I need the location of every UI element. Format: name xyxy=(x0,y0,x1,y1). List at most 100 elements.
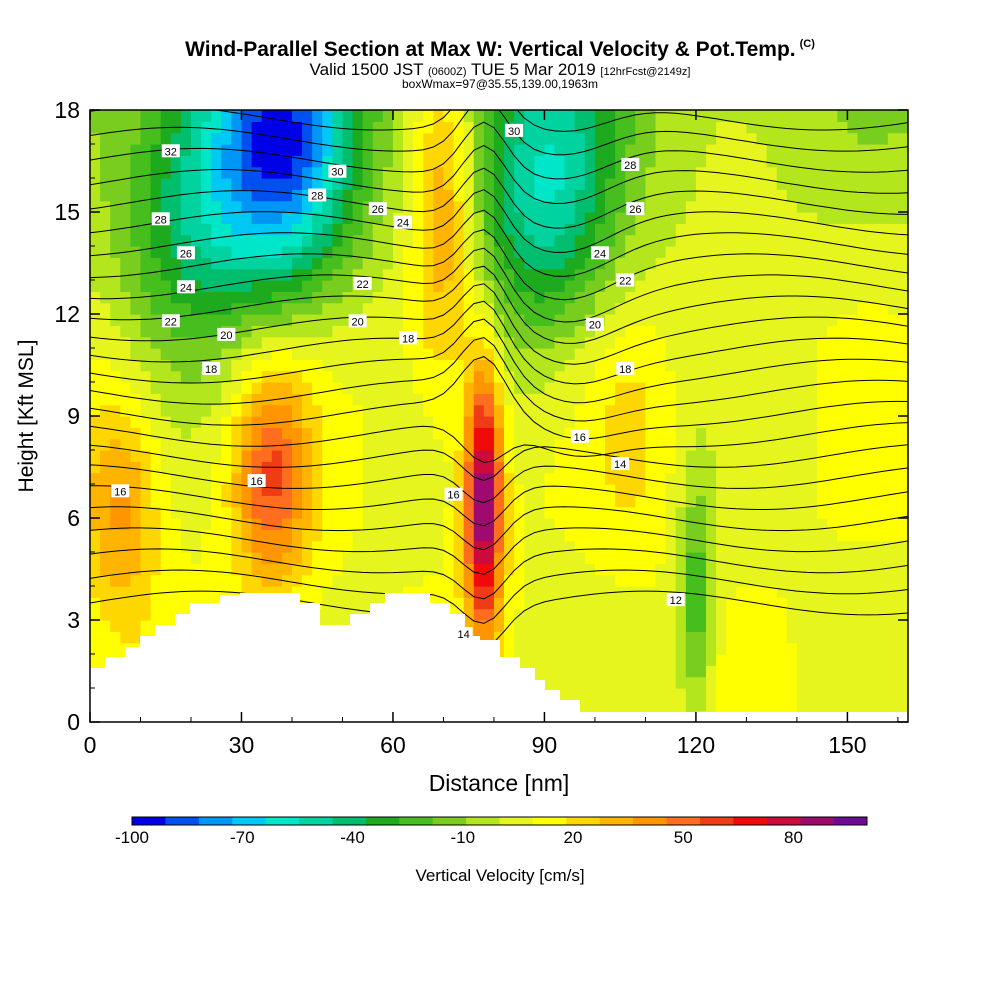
velocity-cell xyxy=(615,291,626,304)
velocity-cell xyxy=(403,302,414,315)
velocity-cell xyxy=(857,291,869,304)
velocity-cell xyxy=(150,574,162,587)
velocity-cell xyxy=(584,178,596,190)
velocity-cell xyxy=(110,427,121,440)
velocity-cell xyxy=(352,189,364,202)
velocity-cell xyxy=(615,336,626,349)
velocity-cell xyxy=(594,472,606,485)
velocity-cell xyxy=(271,484,283,496)
velocity-cell xyxy=(877,280,889,292)
velocity-cell xyxy=(413,280,424,292)
velocity-cell xyxy=(150,450,162,462)
velocity-cell xyxy=(756,280,768,292)
velocity-cell xyxy=(332,325,344,338)
velocity-cell xyxy=(776,404,788,417)
velocity-cell xyxy=(100,427,111,440)
velocity-cell xyxy=(706,699,717,712)
velocity-cell xyxy=(524,518,535,530)
velocity-cell xyxy=(342,416,354,428)
velocity-cell xyxy=(746,416,758,428)
velocity-cell xyxy=(645,212,657,224)
velocity-cell xyxy=(554,631,566,644)
velocity-cell xyxy=(807,189,818,202)
velocity-cell xyxy=(201,189,212,202)
velocity-cell xyxy=(413,223,424,236)
velocity-cell xyxy=(584,552,596,564)
velocity-cell xyxy=(837,688,849,700)
velocity-cell xyxy=(594,608,606,621)
velocity-cell xyxy=(534,144,546,156)
velocity-cell xyxy=(544,631,556,644)
velocity-cell xyxy=(554,427,566,440)
velocity-cell xyxy=(786,665,798,678)
velocity-cell xyxy=(887,166,899,179)
velocity-cell xyxy=(736,110,748,122)
velocity-cell xyxy=(160,200,172,213)
velocity-cell xyxy=(302,393,313,406)
velocity-cell xyxy=(514,246,525,258)
velocity-cell xyxy=(796,155,808,168)
velocity-cell xyxy=(796,427,808,440)
velocity-cell xyxy=(201,450,212,462)
velocity-cell xyxy=(685,676,697,689)
velocity-cell xyxy=(897,461,908,474)
velocity-cell xyxy=(635,212,647,224)
velocity-cell xyxy=(645,699,657,712)
velocity-cell xyxy=(342,110,354,122)
velocity-cell xyxy=(897,268,908,281)
velocity-cell xyxy=(746,382,758,394)
velocity-cell xyxy=(524,608,535,621)
velocity-cell xyxy=(160,325,172,338)
velocity-cell xyxy=(847,574,859,587)
velocity-cell xyxy=(877,506,889,519)
velocity-cell xyxy=(867,302,879,315)
velocity-cell xyxy=(564,223,576,236)
velocity-cell xyxy=(372,518,384,530)
velocity-cell xyxy=(251,438,263,451)
velocity-cell xyxy=(281,121,293,134)
velocity-cell xyxy=(746,132,758,145)
velocity-cell xyxy=(382,404,394,417)
velocity-cell xyxy=(847,597,859,610)
velocity-cell xyxy=(352,461,364,474)
velocity-cell xyxy=(665,257,677,270)
velocity-cell xyxy=(211,212,222,224)
isentrope-line xyxy=(90,167,908,229)
velocity-cell xyxy=(261,189,273,202)
velocity-cell xyxy=(514,574,525,587)
velocity-cell xyxy=(837,495,849,508)
velocity-cell xyxy=(261,506,273,519)
velocity-cell xyxy=(504,472,515,485)
velocity-cell xyxy=(221,121,232,134)
velocity-cell xyxy=(473,132,485,145)
velocity-cell xyxy=(776,552,788,564)
velocity-cell xyxy=(483,484,495,496)
velocity-cell xyxy=(251,189,263,202)
velocity-cell xyxy=(786,450,798,462)
velocity-cell xyxy=(463,257,475,270)
velocity-cell xyxy=(706,597,717,610)
y-tick-label: 9 xyxy=(67,403,80,429)
velocity-cell xyxy=(796,472,808,485)
velocity-cell xyxy=(807,325,818,338)
velocity-cell xyxy=(504,382,515,394)
velocity-cell xyxy=(534,302,546,315)
velocity-cell xyxy=(584,359,596,372)
velocity-cell xyxy=(736,223,748,236)
velocity-cell xyxy=(857,246,869,258)
velocity-cell xyxy=(130,563,142,576)
velocity-cell xyxy=(544,110,556,122)
velocity-cell xyxy=(90,110,101,122)
velocity-cell xyxy=(564,200,576,213)
velocity-cell xyxy=(120,325,131,338)
velocity-cell xyxy=(463,438,475,451)
velocity-cell xyxy=(665,552,677,564)
velocity-cell xyxy=(887,189,899,202)
velocity-cell xyxy=(443,472,455,485)
velocity-cell xyxy=(362,223,374,236)
velocity-cell xyxy=(756,597,768,610)
velocity-cell xyxy=(291,166,303,179)
velocity-cell xyxy=(857,393,869,406)
velocity-cell xyxy=(594,257,606,270)
velocity-cell xyxy=(443,257,455,270)
